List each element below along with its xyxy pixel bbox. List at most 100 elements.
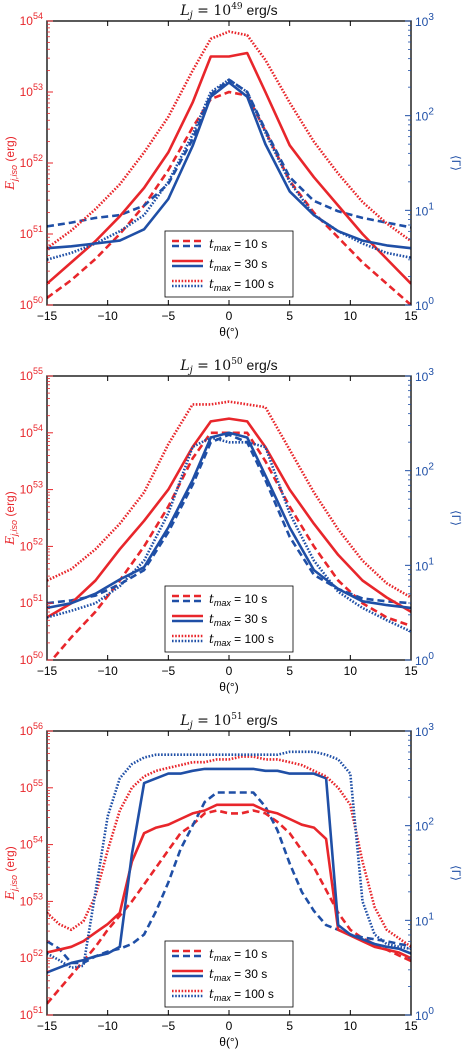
y-right-tick-label: 101 [415, 201, 434, 218]
tick-base: 10 [20, 227, 34, 241]
y-left-tick-label: 1052 [20, 948, 43, 965]
chart-title: Lj = 1051 erg/s [179, 712, 277, 731]
tick-base: 10 [20, 14, 34, 28]
series-line-red-dotted [47, 400, 411, 599]
tick-base: 10 [415, 1009, 429, 1023]
legend-var: t [209, 612, 214, 626]
x-tick-label: 10 [344, 309, 358, 323]
x-tick-label: 10 [344, 1019, 358, 1033]
legend-text: = 10 s [231, 237, 267, 251]
tick-base: 10 [415, 370, 429, 384]
series-line-red-dotted [47, 755, 411, 948]
title-unit: erg/s [243, 2, 278, 18]
ylabel-var: E [3, 536, 17, 546]
tick-exponent: 53 [33, 82, 43, 92]
ylabel-var: E [3, 181, 17, 191]
legend-var: t [209, 987, 214, 1001]
tick-base: 10 [20, 596, 34, 610]
legend-text: = 30 s [231, 612, 267, 626]
y-left-axis-label: Ej,iso (erg) [3, 136, 19, 190]
legend-sub: max [214, 618, 232, 628]
tick-exponent: 3 [428, 367, 434, 378]
y-right-tick-label: 101 [415, 556, 434, 573]
tick-base: 10 [20, 369, 34, 383]
tick-exponent: 52 [33, 153, 43, 163]
tick-base: 10 [415, 110, 429, 124]
tick-base: 10 [20, 85, 34, 99]
tick-exponent: 1 [428, 911, 434, 922]
y-left-axis-label: Ej,iso (erg) [3, 846, 19, 900]
legend-sub: max [214, 973, 232, 983]
legend-var: t [209, 237, 214, 251]
series-line-blue-solid [47, 431, 411, 610]
title-exp: 49 [231, 2, 243, 12]
x-axis-label: θ(°) [219, 325, 238, 339]
tick-base: 10 [20, 653, 34, 667]
tick-exponent: 52 [33, 948, 43, 958]
legend-sub: max [214, 243, 232, 253]
tick-base: 10 [20, 1008, 34, 1022]
x-axis-label: θ(°) [219, 1035, 238, 1049]
legend-var: t [209, 632, 214, 646]
ylabel-unit: (erg) [3, 846, 17, 875]
legend-label: tmax = 10 s [209, 592, 267, 608]
x-tick-label: −10 [97, 1019, 118, 1033]
y-right-tick-label: 103 [415, 12, 434, 29]
x-tick-label: 15 [404, 1019, 418, 1033]
title-var: L [179, 358, 189, 374]
x-tick-label: −5 [161, 1019, 175, 1033]
tick-exponent: 55 [33, 366, 43, 376]
series-line-red-solid [47, 51, 411, 285]
tick-base: 10 [20, 951, 34, 965]
tick-exponent: 3 [428, 12, 434, 23]
series-line-blue-dotted [47, 78, 411, 261]
tick-exponent: 54 [33, 11, 43, 21]
tick-base: 10 [20, 426, 34, 440]
series-line-red-dashed [47, 90, 411, 305]
x-axis-label: θ(°) [219, 680, 238, 694]
tick-exponent: 2 [428, 462, 434, 473]
tick-exponent: 0 [428, 651, 434, 662]
legend-label: tmax = 10 s [209, 947, 267, 963]
legend-sub: max [214, 638, 232, 648]
tick-base: 10 [20, 156, 34, 170]
tick-exponent: 54 [33, 835, 43, 845]
legend-text: = 100 s [231, 277, 274, 291]
ylabel-sub: j,iso [9, 165, 19, 182]
ylabel-unit: (erg) [3, 491, 17, 520]
title-var: L [179, 713, 189, 729]
legend-label: tmax = 100 s [209, 632, 274, 648]
ylabel-sub: j,iso [9, 875, 19, 892]
tick-exponent: 55 [33, 778, 43, 788]
title-var: L [179, 3, 189, 19]
x-tick-label: 0 [226, 664, 233, 678]
title-mid: = 10 [193, 3, 231, 19]
tick-exponent: 3 [428, 722, 434, 733]
tick-exponent: 53 [33, 480, 43, 490]
tick-exponent: 0 [428, 1006, 434, 1017]
y-left-tick-label: 1050 [20, 650, 43, 667]
chart-panel-3: −15 −10 −5 0 5 10 1510511052105310541055105610… [3, 712, 463, 1049]
legend-label: tmax = 100 s [209, 277, 274, 293]
y-right-tick-label: 102 [415, 107, 434, 124]
y-left-tick-label: 1056 [20, 721, 43, 738]
x-tick-label: 15 [404, 664, 418, 678]
tick-exponent: 51 [33, 224, 43, 234]
legend-text: = 100 s [231, 632, 274, 646]
y-left-tick-label: 1054 [20, 423, 43, 440]
series-line-blue-dotted [47, 750, 411, 970]
y-left-tick-label: 1053 [20, 82, 43, 99]
tick-exponent: 0 [428, 296, 434, 307]
tick-base: 10 [20, 539, 34, 553]
y-left-tick-label: 1051 [20, 593, 43, 610]
y-left-tick-label: 1055 [20, 366, 43, 383]
tick-exponent: 1 [428, 201, 434, 212]
y-left-tick-label: 1052 [20, 153, 43, 170]
legend-sub: max [214, 283, 232, 293]
title-mid: = 10 [193, 713, 231, 729]
tick-base: 10 [20, 724, 34, 738]
x-tick-label: 5 [286, 309, 293, 323]
